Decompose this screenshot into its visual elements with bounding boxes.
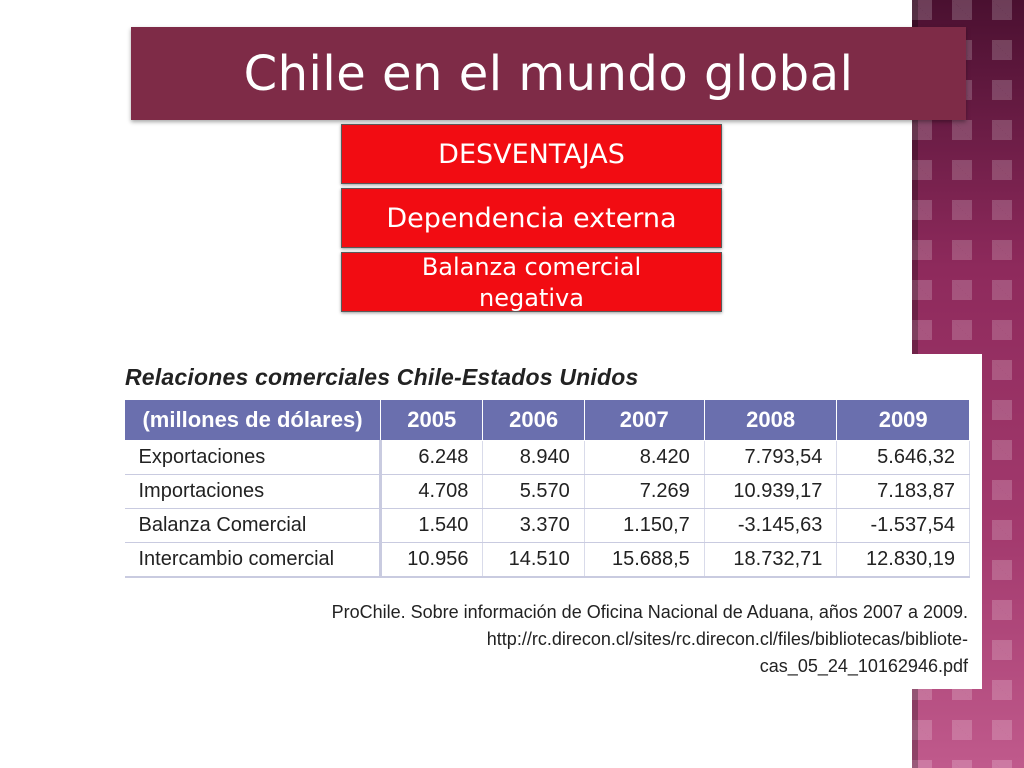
table-cell: 8.940 (482, 440, 585, 475)
source-citation: ProChile. Sobre información de Oficina N… (332, 599, 968, 680)
table-cell: 5.646,32 (836, 440, 970, 475)
desventajas-box: DESVENTAJAS (341, 124, 722, 184)
table-cell: 10.956 (380, 542, 484, 578)
row-label: Intercambio comercial (124, 542, 382, 578)
dependencia-externa-box: Dependencia externa (341, 188, 722, 248)
row-label: Importaciones (124, 474, 382, 509)
table-cell: 7.269 (584, 474, 705, 509)
table-cell: -3.145,63 (704, 508, 838, 543)
header-year: 2008 (703, 399, 838, 441)
header-year: 2009 (836, 399, 970, 441)
table-cell: 12.830,19 (836, 542, 970, 578)
box3-line-1: Balanza comercial (421, 253, 642, 281)
trade-table-panel: Relaciones comerciales Chile-Estados Uni… (110, 354, 982, 689)
table-title: Relaciones comerciales Chile-Estados Uni… (125, 364, 639, 390)
header-units: (millones de dólares) (124, 399, 381, 441)
slide-title: Chile en el mundo global (243, 45, 854, 102)
table-cell: 10.939,17 (704, 474, 838, 509)
balanza-comercial-box: Balanza comercial negativa (341, 252, 722, 312)
table-cell: 5.570 (482, 474, 585, 509)
table-cell: 15.688,5 (584, 542, 705, 578)
table-row: Exportaciones 6.248 8.940 8.420 7.793,54… (124, 440, 970, 475)
header-year: 2005 (379, 399, 484, 441)
table-cell: 14.510 (482, 542, 585, 578)
table-cell: 7.793,54 (704, 440, 838, 475)
table-cell: 1.540 (380, 508, 484, 543)
trade-table: (millones de dólares) 2005 2006 2007 200… (124, 399, 970, 578)
table-row: Balanza Comercial 1.540 3.370 1.150,7 -3… (124, 508, 970, 543)
source-url-line: http://rc.direcon.cl/sites/rc.direcon.cl… (486, 629, 968, 649)
header-year: 2007 (583, 399, 705, 441)
row-label: Exportaciones (124, 440, 382, 475)
table-cell: -1.537,54 (836, 508, 970, 543)
slide-title-bar: Chile en el mundo global (131, 27, 966, 120)
table-row: Intercambio comercial 10.956 14.510 15.6… (124, 542, 970, 578)
table-cell: 6.248 (380, 440, 484, 475)
source-line: ProChile. Sobre información de Oficina N… (331, 602, 968, 622)
header-year: 2006 (482, 399, 585, 441)
box3-line-2: negativa (479, 284, 584, 312)
source-url-line: cas_05_24_10162946.pdf (759, 656, 968, 676)
table-cell: 7.183,87 (836, 474, 970, 509)
table-cell: 1.150,7 (584, 508, 705, 543)
table-cell: 18.732,71 (704, 542, 838, 578)
table-cell: 3.370 (482, 508, 585, 543)
table-cell: 4.708 (380, 474, 484, 509)
table-row: Importaciones 4.708 5.570 7.269 10.939,1… (124, 474, 970, 509)
table-cell: 8.420 (584, 440, 705, 475)
row-label: Balanza Comercial (124, 508, 382, 543)
table-header-row: (millones de dólares) 2005 2006 2007 200… (124, 399, 970, 441)
